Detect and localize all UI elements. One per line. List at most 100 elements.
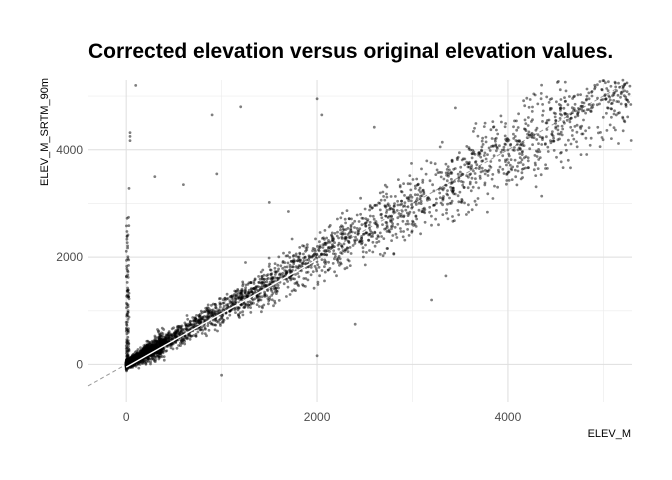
data-point <box>383 227 386 231</box>
data-point <box>262 273 266 277</box>
data-point <box>353 219 357 223</box>
data-point <box>459 165 463 169</box>
data-point <box>186 332 190 336</box>
data-point <box>507 152 511 156</box>
data-point <box>457 213 461 217</box>
data-point <box>165 349 169 353</box>
data-point <box>170 327 174 331</box>
data-point <box>233 293 236 296</box>
data-point <box>156 328 159 331</box>
data-point <box>616 111 620 115</box>
data-point <box>442 186 446 190</box>
data-point <box>402 215 406 219</box>
data-point <box>186 317 190 321</box>
data-point <box>457 175 461 179</box>
data-point <box>244 288 247 292</box>
data-point <box>125 230 129 233</box>
data-point <box>403 238 407 242</box>
data-point <box>157 332 161 336</box>
data-point <box>211 311 215 315</box>
data-point <box>285 265 289 269</box>
data-point <box>210 322 214 326</box>
data-point <box>343 267 347 271</box>
tick-labels: 0 2000 4000 0 2000 4000 <box>56 143 521 424</box>
data-point <box>205 334 208 338</box>
data-point <box>513 146 516 149</box>
data-point <box>257 298 260 302</box>
data-point <box>445 211 448 215</box>
data-points <box>124 78 633 377</box>
data-point <box>359 212 362 216</box>
data-point <box>486 210 489 214</box>
data-point <box>353 242 357 245</box>
data-point <box>434 217 437 221</box>
data-point <box>355 227 359 230</box>
data-point <box>243 291 247 295</box>
data-point <box>124 249 128 253</box>
data-point <box>385 185 389 189</box>
data-point <box>385 211 388 214</box>
data-point <box>360 223 364 227</box>
data-point <box>381 254 385 258</box>
data-point <box>573 125 577 128</box>
data-point <box>496 185 499 189</box>
data-point <box>269 273 273 277</box>
data-point <box>237 296 240 300</box>
data-point <box>413 193 417 197</box>
data-point <box>397 212 401 215</box>
data-point <box>588 143 592 147</box>
data-point <box>124 320 128 324</box>
data-point <box>388 204 391 208</box>
data-point <box>372 125 376 129</box>
data-point <box>214 304 218 308</box>
data-point <box>396 203 400 207</box>
data-point <box>569 142 573 146</box>
data-point <box>241 310 245 313</box>
data-point <box>553 115 557 119</box>
data-point <box>284 254 288 258</box>
data-point <box>526 124 530 127</box>
data-point <box>516 143 519 146</box>
data-point <box>483 151 487 155</box>
data-point <box>525 96 529 100</box>
data-point <box>490 177 494 181</box>
data-point <box>563 80 567 84</box>
data-point <box>221 301 225 305</box>
data-point <box>503 125 507 129</box>
data-point <box>587 91 591 95</box>
data-point <box>358 227 362 231</box>
data-point <box>353 238 356 242</box>
data-point <box>569 116 573 120</box>
data-point <box>245 294 249 298</box>
data-point <box>272 280 275 284</box>
data-point <box>315 253 319 256</box>
data-point <box>461 183 465 187</box>
data-point <box>185 327 189 330</box>
data-point <box>273 262 277 265</box>
data-point <box>555 100 558 104</box>
data-point <box>440 171 444 174</box>
data-point <box>575 145 579 149</box>
data-point <box>222 318 226 322</box>
data-point <box>332 245 336 249</box>
data-point <box>329 247 333 251</box>
data-point <box>473 126 476 130</box>
data-point <box>513 168 517 172</box>
data-point <box>348 246 352 249</box>
data-point <box>126 246 129 250</box>
data-point <box>610 115 613 119</box>
data-point <box>406 205 410 209</box>
data-point <box>271 292 275 295</box>
data-point <box>448 196 451 200</box>
data-point <box>241 284 245 288</box>
data-point <box>328 240 332 244</box>
data-point <box>327 247 330 250</box>
data-point <box>497 168 500 172</box>
data-point <box>491 144 495 148</box>
data-point <box>619 95 622 99</box>
data-point <box>207 310 211 314</box>
data-point <box>526 156 530 160</box>
data-point <box>435 197 438 201</box>
data-point <box>416 182 420 186</box>
data-point <box>180 339 184 343</box>
